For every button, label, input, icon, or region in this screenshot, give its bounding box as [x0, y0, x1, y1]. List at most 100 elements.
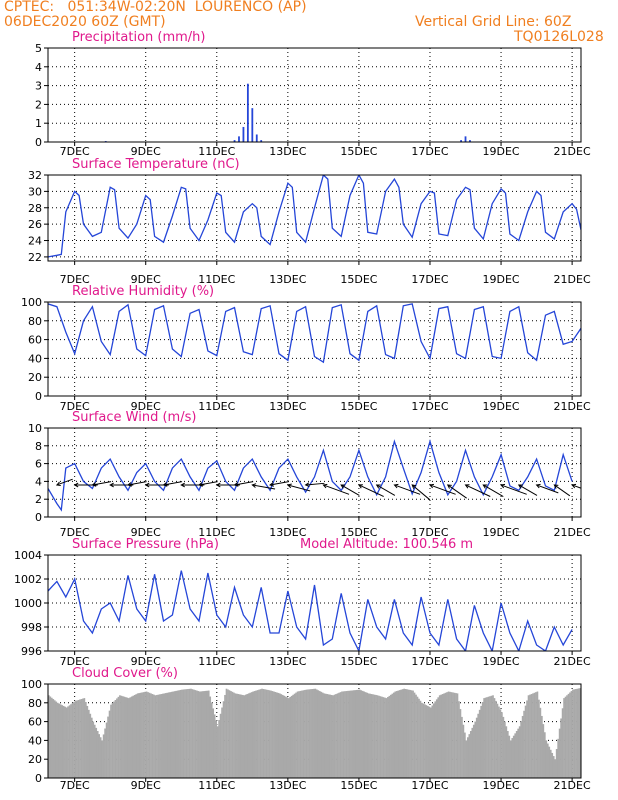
wind-arrow-head: [429, 483, 435, 489]
cloud-bar: [388, 695, 391, 778]
temp-title: Surface Temperature (nC): [72, 157, 240, 172]
cloud-bar: [530, 694, 533, 778]
cloud-bar: [123, 696, 126, 778]
cloud-bar: [520, 721, 522, 778]
cloud-bar: [358, 689, 361, 778]
cloud-bar: [338, 692, 340, 778]
wind-arrow-head: [535, 483, 541, 489]
cloud-bar: [157, 694, 160, 778]
cloud-bar: [384, 697, 386, 778]
cloud-bar: [541, 715, 543, 778]
cloud-ytick-label: 60: [28, 716, 42, 729]
cloud-bar: [461, 716, 463, 778]
cloud-bar: [469, 731, 472, 778]
cloud-bar: [345, 691, 348, 778]
cloud-bar: [578, 688, 580, 778]
wind-xtick-label: 7DEC: [60, 526, 90, 539]
cloud-bar: [238, 694, 241, 778]
cloud-bar: [147, 692, 149, 778]
cloud-bar: [397, 690, 400, 778]
cloud-bar: [444, 692, 447, 778]
cloud-bar: [410, 690, 413, 778]
cloud-bar: [395, 691, 398, 778]
wind-arrow-head: [269, 482, 275, 487]
cloud-bar: [89, 713, 92, 778]
cloud-xtick-label: 11DEC: [198, 779, 235, 792]
cloud-bar: [333, 694, 336, 778]
cloud-bar: [416, 696, 419, 778]
cloud-bar: [548, 746, 551, 778]
cloud-bar: [169, 692, 172, 778]
cloud-bar: [379, 696, 382, 778]
cloud-bar: [212, 708, 215, 778]
cloud-bar: [299, 690, 302, 778]
press-ytick-label: 1000: [14, 597, 42, 610]
cloud-bar: [539, 707, 542, 778]
cloud-bar: [366, 692, 368, 778]
cloud-bar: [569, 692, 571, 778]
cloud-bar: [176, 690, 179, 778]
cloud-bar: [329, 694, 331, 778]
cloud-bar: [185, 689, 188, 778]
cloud-bar: [455, 693, 457, 778]
cloud-bar: [287, 698, 290, 778]
cloud-bar: [350, 690, 352, 778]
cloud-ytick-label: 0: [35, 772, 42, 785]
precip-ytick-label: 3: [35, 80, 42, 93]
rh-ytick-label: 80: [28, 315, 42, 328]
rh-ytick-label: 40: [28, 352, 42, 365]
cloud-bar: [348, 690, 351, 778]
cloud-bar: [352, 690, 355, 778]
press-ytick-label: 996: [21, 645, 42, 658]
press-xtick-label: 17DEC: [411, 655, 448, 668]
cloud-bar: [286, 697, 289, 778]
cloud-bar: [90, 717, 93, 778]
cloud-bar: [391, 693, 394, 778]
cloud-xtick-label: 9DEC: [131, 779, 161, 792]
cloud-bar: [65, 707, 68, 778]
wind-xtick-label: 15DEC: [340, 526, 377, 539]
cloud-bar: [421, 702, 423, 778]
wind-xtick-label: 13DEC: [269, 526, 306, 539]
wind-xtick-label: 21DEC: [554, 526, 591, 539]
cloud-bar: [255, 690, 257, 778]
cloud-bar: [278, 693, 281, 778]
precip-bar: [238, 136, 240, 142]
wind-arrow: [56, 478, 73, 486]
header-model-code: TQ0126L028: [514, 29, 604, 45]
cloud-bar: [187, 689, 189, 778]
rh-ytick-label: 100: [21, 296, 42, 309]
cloud-bar: [136, 693, 139, 778]
cloud-bar: [321, 692, 324, 778]
cloud-bar: [506, 731, 509, 778]
cloud-bar: [378, 695, 380, 778]
cloud-bar: [446, 692, 448, 778]
temp-xtick-label: 17DEC: [411, 273, 448, 286]
cloud-bar: [347, 690, 349, 778]
cloud-bar: [99, 737, 102, 778]
cloud-bar: [398, 690, 401, 778]
cloud-bar: [240, 694, 243, 778]
cloud-bar: [572, 689, 574, 778]
wind-arrow-head: [553, 484, 559, 489]
cloud-bar: [135, 694, 138, 778]
rh-series-line: [48, 303, 581, 364]
temp-xtick-label: 11DEC: [198, 273, 235, 286]
wind-arrow: [429, 484, 456, 495]
wind-arrow: [323, 484, 350, 495]
cloud-bar: [407, 689, 410, 778]
wind-arrow: [234, 481, 254, 486]
cloud-bar: [160, 694, 163, 778]
cloud-bar: [207, 690, 210, 778]
cloud-bar: [108, 710, 111, 778]
cloud-bar: [225, 688, 228, 778]
cloud-bar: [304, 689, 306, 778]
cloud-bar: [478, 709, 481, 778]
cloud-bar: [144, 691, 146, 778]
cloud-bar: [301, 690, 303, 778]
press-xtick-label: 7DEC: [60, 655, 90, 668]
wind-arrow-head: [144, 482, 150, 488]
cloud-bar: [401, 689, 404, 778]
cloud-bar: [270, 690, 272, 778]
cloud-bar: [501, 712, 503, 778]
